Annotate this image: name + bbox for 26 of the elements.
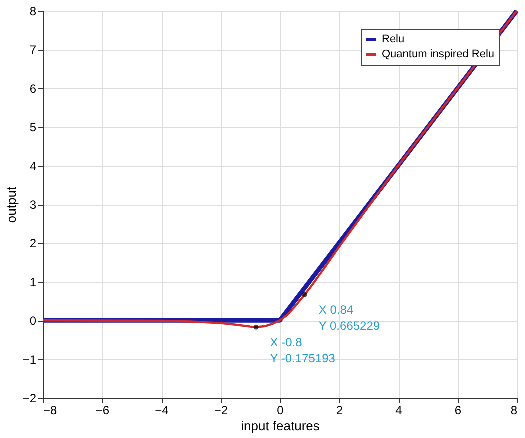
x-axis-title: input features xyxy=(241,418,320,434)
x-tick-label: 2 xyxy=(336,404,344,418)
y-tick-label: 3 xyxy=(30,198,37,212)
y-axis-title: output xyxy=(4,186,19,224)
y-tick-label: 8 xyxy=(30,4,37,18)
x-tick-label: 6 xyxy=(454,404,462,418)
x-tick-label: −4 xyxy=(155,404,170,418)
x-tick-label: 8 xyxy=(510,404,518,418)
x-tick-label: 0 xyxy=(277,404,284,418)
x-tick-label: 4 xyxy=(396,404,403,418)
y-tick-label: 1 xyxy=(30,275,37,290)
legend-label: Relu xyxy=(382,34,405,46)
y-tick-label: −1 xyxy=(22,352,37,367)
annotation: X 0.84 Y 0.665229 xyxy=(318,302,380,333)
x-tick-label: −2 xyxy=(214,404,228,418)
y-tick-label: 6 xyxy=(30,82,37,96)
y-tick-label: 0 xyxy=(30,314,37,328)
x-tick-label: −6 xyxy=(96,404,110,418)
y-tick-label: 2 xyxy=(30,236,37,251)
y-tick-label: −2 xyxy=(22,392,37,406)
x-tick-label: −8 xyxy=(44,404,58,418)
y-tick-label: 5 xyxy=(30,120,37,135)
y-tick-label: 4 xyxy=(30,159,37,174)
legend-label: Quantum inspired Relu xyxy=(382,48,495,60)
y-tick-label: 7 xyxy=(30,43,37,58)
annotation: X -0.8 Y -0.175193 xyxy=(270,335,336,366)
